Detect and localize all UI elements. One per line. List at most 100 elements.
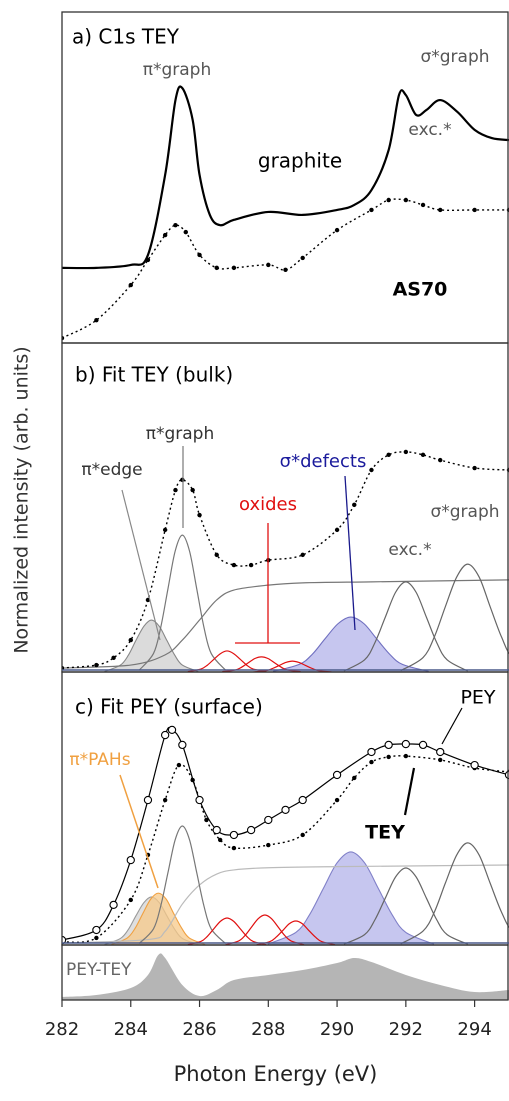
data-point [403,197,409,203]
data-point [178,740,187,750]
data-point [92,925,101,935]
data-point [229,830,239,840]
leader [344,475,356,631]
fit-component [222,656,301,672]
data-point [161,730,170,740]
panel-title: c) Fit PEY (surface) [75,695,263,719]
fit-component [343,581,469,672]
data-point [128,637,133,643]
data-point [94,317,99,323]
data-point [176,762,182,768]
data-point [283,267,288,273]
data-point [420,202,426,208]
annotation: σ*defects [280,451,367,472]
x-axis-label: Photon Energy (eV) [174,1062,378,1086]
data-point [180,477,185,483]
data-point [162,527,168,533]
x-tick-label: 282 [45,1019,79,1040]
fit-component [138,825,227,945]
data-point [231,845,237,851]
fit-component [400,563,509,672]
plot-area [62,449,509,672]
data-point [281,805,290,815]
annotation: π*PAHs [69,750,130,770]
fit-component [272,616,429,672]
spectrum-line [62,85,509,270]
data-point [332,770,342,780]
panel-title: PEY-TEY [66,960,132,980]
data-point [367,747,376,757]
fit-component [111,892,206,945]
data-point [472,465,477,471]
data-point [300,832,305,838]
data-point [162,797,168,803]
spectrum-line [62,451,509,669]
fit-component [253,660,332,672]
plot-area [62,85,509,341]
panel-frame [61,944,509,1001]
data-point [470,760,479,770]
spectrum-line [62,755,509,944]
data-point [183,229,188,235]
annotation: π*edge [81,460,142,480]
fit-component [256,920,336,945]
data-point [369,467,374,473]
annotation: π*graph [146,424,215,444]
data-point [197,512,202,518]
data-point [143,795,153,805]
data-point [231,265,237,271]
data-point [197,252,202,258]
data-point [128,897,133,903]
data-point [173,222,178,228]
data-point [352,502,357,508]
data-point [300,255,305,261]
data-point [403,753,409,759]
annotation: σ*graph [430,502,499,522]
data-point [438,457,443,463]
data-point [386,754,391,760]
x-tick-label: 290 [320,1019,354,1040]
data-point [214,552,219,558]
leader [121,489,161,641]
annotation: exc.* [388,540,431,560]
fit-component [343,867,468,945]
fit-component [187,650,267,672]
fit-component [400,842,509,945]
x-tick-label: 294 [457,1019,491,1040]
fit-component [62,579,509,669]
data-point [420,452,426,458]
data-point [173,487,178,493]
fit-component [267,851,434,945]
data-point [167,725,177,735]
data-point [403,449,409,455]
annotation: AS70 [393,279,448,301]
data-point [266,262,271,268]
leader [119,774,159,889]
annotation: π*graph [143,60,212,80]
annotation-leaders [119,446,463,889]
data-point [334,797,340,803]
fit-component [225,914,305,945]
data-point [248,562,254,568]
data-point [94,662,99,668]
plot-area [62,725,509,945]
data-point [386,452,391,458]
data-point [369,207,374,213]
data-point [190,487,195,493]
data-point [94,935,99,941]
data-point [266,842,271,848]
panel-title: b) Fit TEY (bulk) [75,363,233,387]
data-point [300,552,305,558]
data-point [195,795,204,805]
annotation: PEY [460,687,495,709]
x-tick-label: 292 [389,1019,423,1040]
data-point [334,227,340,233]
data-point [472,207,477,213]
panel-title: a) C1s TEY [72,25,180,49]
x-tick-label: 286 [182,1019,216,1040]
data-point [334,527,340,533]
annotation: oxides [239,494,297,515]
data-point [217,837,223,843]
data-point [204,817,209,823]
